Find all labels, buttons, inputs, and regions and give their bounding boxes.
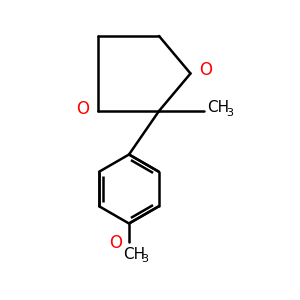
Text: O: O (199, 61, 212, 79)
Text: 3: 3 (226, 108, 233, 118)
Text: O: O (76, 100, 89, 118)
Text: CH: CH (123, 247, 145, 262)
Text: CH: CH (208, 100, 230, 116)
Text: O: O (110, 234, 122, 252)
Text: 3: 3 (142, 254, 148, 264)
